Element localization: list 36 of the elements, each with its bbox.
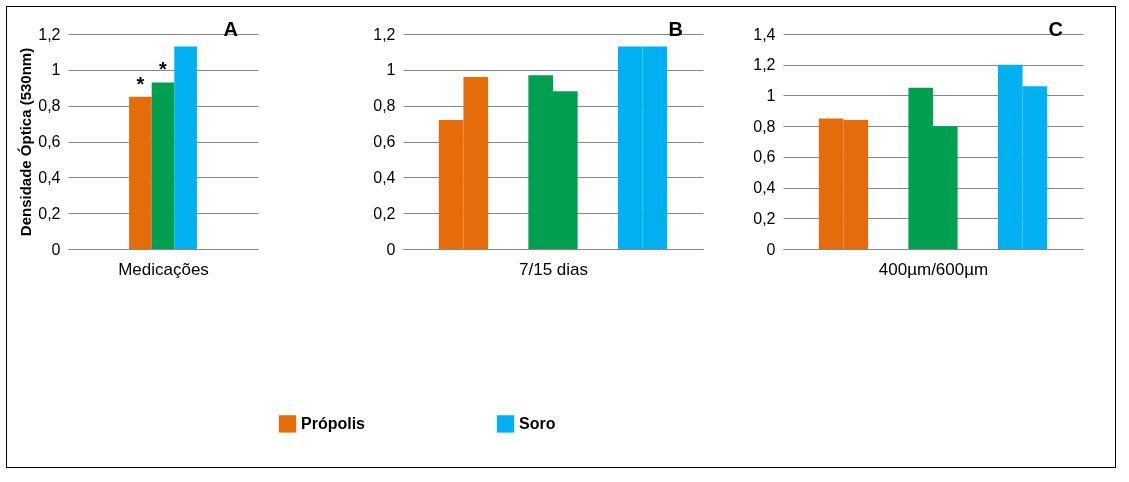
y-axis-title: Densidade Óptica (530nm) xyxy=(17,47,35,237)
x-axis-title: Medicações xyxy=(118,259,209,279)
y-tick-label: 0,4 xyxy=(373,168,396,186)
chart-title: B xyxy=(668,18,683,40)
y-tick-label: 0,8 xyxy=(373,97,396,115)
legend-label: Soro xyxy=(519,414,556,432)
annotation: * xyxy=(159,58,168,81)
y-tick-label: 1 xyxy=(386,61,396,79)
x-axis-title: 7/15 dias xyxy=(519,259,588,279)
y-tick-label: 0,8 xyxy=(753,117,776,135)
chart-title: A xyxy=(223,18,238,40)
y-tick-label: 0 xyxy=(51,240,61,258)
y-tick-label: 0,8 xyxy=(38,97,61,115)
y-tick-label: 1 xyxy=(766,86,776,104)
y-tick-label: 0,6 xyxy=(373,133,396,150)
x-axis-title: 400µm/600µm xyxy=(878,259,989,279)
bar xyxy=(129,96,152,249)
y-tick-label: 1,2 xyxy=(38,25,61,43)
y-tick-label: 0,4 xyxy=(753,179,776,197)
y-tick-label: 0,4 xyxy=(38,168,61,186)
y-tick-label: 0,2 xyxy=(753,209,776,227)
y-tick-label: 0 xyxy=(766,240,776,258)
y-tick-label: 1,4 xyxy=(753,25,776,43)
chart-title: C xyxy=(1048,18,1063,40)
annotation: * xyxy=(136,72,145,95)
y-tick-label: 0,2 xyxy=(38,204,61,222)
y-tick-label: 1,2 xyxy=(753,56,776,74)
bar xyxy=(174,46,197,249)
y-tick-label: 0,6 xyxy=(753,148,776,166)
y-tick-label: 0 xyxy=(386,240,396,258)
y-tick-label: 1,2 xyxy=(373,25,396,43)
y-tick-label: 1 xyxy=(51,61,61,79)
y-tick-label: 0,2 xyxy=(373,204,396,222)
bar xyxy=(151,82,175,249)
y-tick-label: 0,6 xyxy=(38,133,61,150)
legend-label: Própolis xyxy=(301,414,366,432)
